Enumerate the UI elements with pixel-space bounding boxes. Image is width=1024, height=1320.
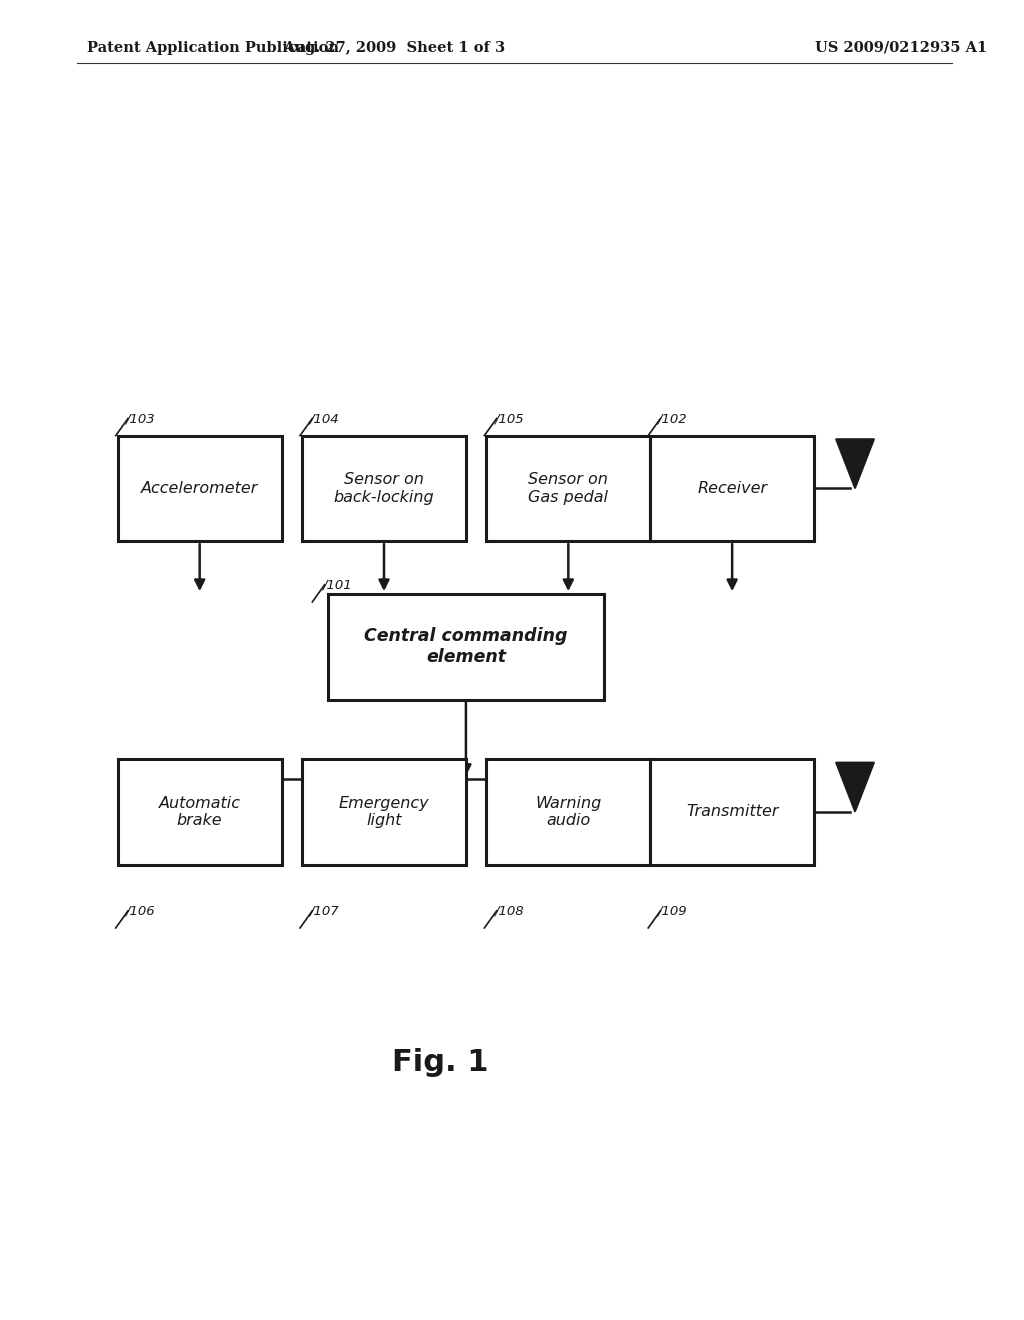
Text: /104: /104 [310, 412, 340, 425]
Text: /106: /106 [126, 904, 156, 917]
Text: /101: /101 [323, 578, 352, 591]
Text: /107: /107 [310, 904, 340, 917]
Bar [328, 594, 604, 700]
Bar [486, 436, 650, 541]
Bar [486, 759, 650, 865]
Bar [650, 436, 814, 541]
Bar [302, 759, 466, 865]
Polygon shape [836, 440, 874, 488]
Text: Central commanding
element: Central commanding element [365, 627, 567, 667]
Bar [118, 436, 282, 541]
Text: Receiver: Receiver [697, 480, 767, 496]
Text: /109: /109 [658, 904, 688, 917]
Bar [302, 436, 466, 541]
Text: Accelerometer: Accelerometer [141, 480, 258, 496]
Text: /103: /103 [126, 412, 156, 425]
Polygon shape [836, 763, 874, 812]
Text: Automatic
brake: Automatic brake [159, 796, 241, 828]
Text: Warning
audio: Warning audio [536, 796, 601, 828]
Text: /105: /105 [495, 412, 524, 425]
Text: Patent Application Publication: Patent Application Publication [87, 41, 339, 54]
Text: Transmitter: Transmitter [686, 804, 778, 820]
Text: Sensor on
Gas pedal: Sensor on Gas pedal [528, 473, 608, 504]
Text: US 2009/0212935 A1: US 2009/0212935 A1 [815, 41, 987, 54]
Text: Emergency
light: Emergency light [339, 796, 429, 828]
Bar [650, 759, 814, 865]
Text: /108: /108 [495, 904, 524, 917]
Text: Aug. 27, 2009  Sheet 1 of 3: Aug. 27, 2009 Sheet 1 of 3 [284, 41, 505, 54]
Text: Sensor on
back-locking: Sensor on back-locking [334, 473, 434, 504]
Text: Fig. 1: Fig. 1 [392, 1048, 488, 1077]
Bar [118, 759, 282, 865]
Text: /102: /102 [658, 412, 688, 425]
